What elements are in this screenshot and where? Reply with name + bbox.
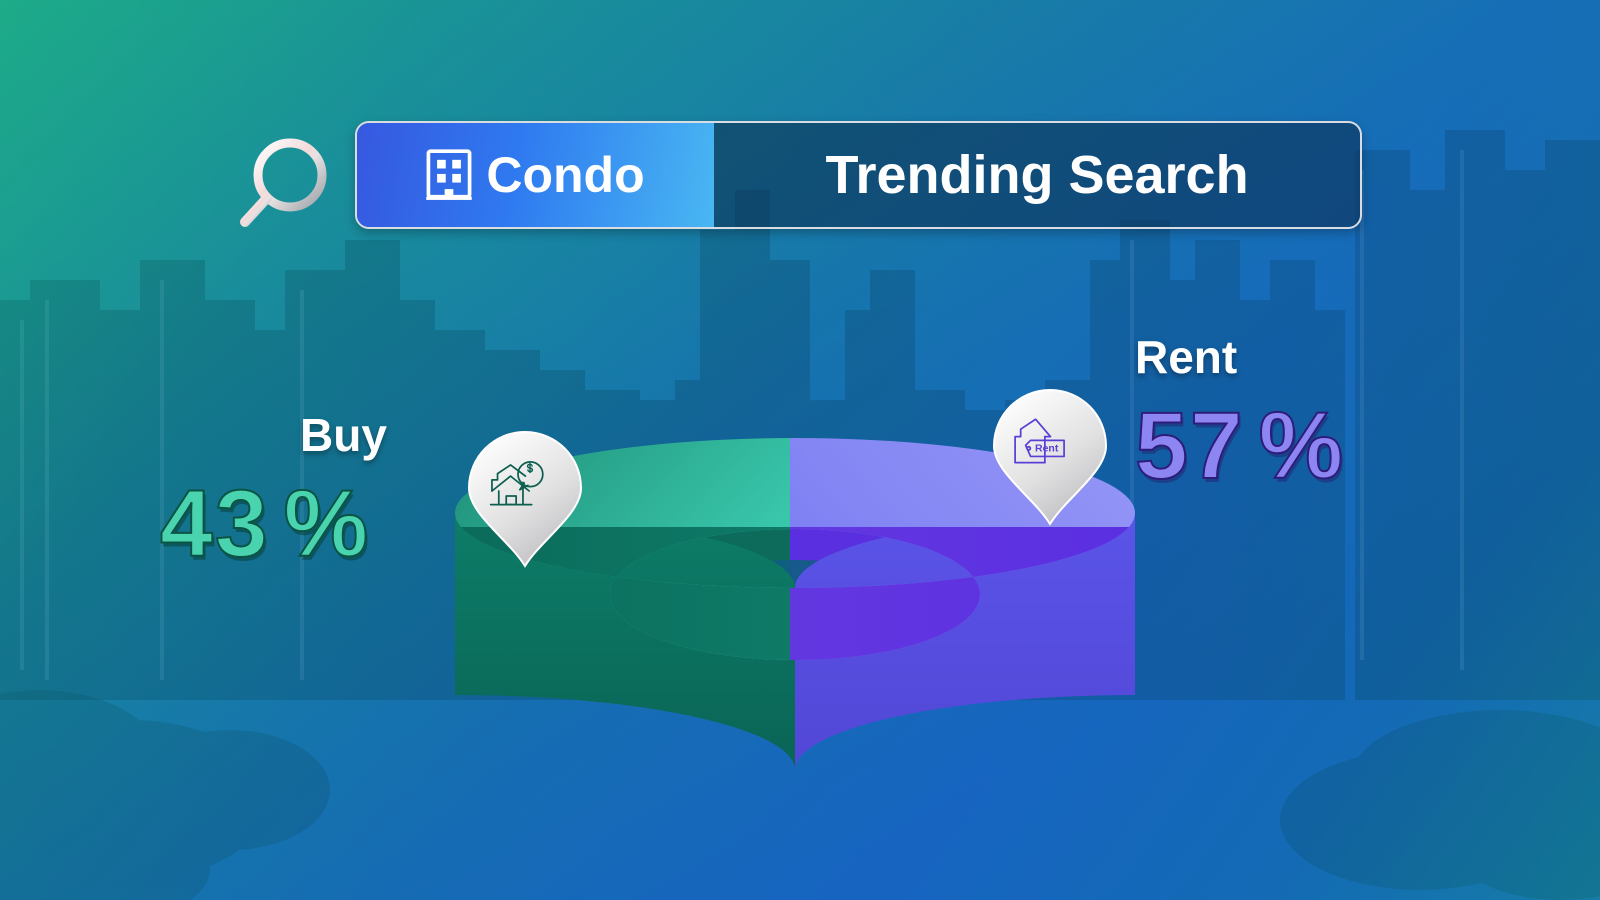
svg-text:Rent: Rent (1035, 443, 1059, 455)
